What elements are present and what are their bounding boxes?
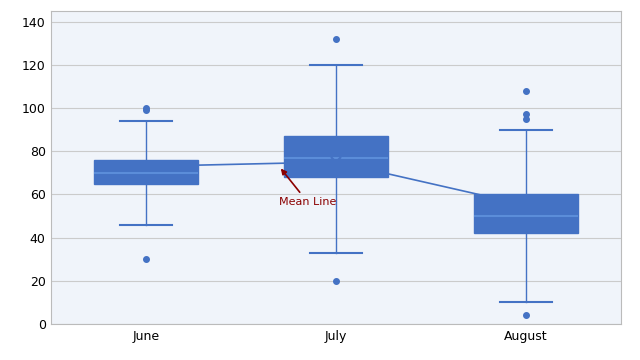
Text: Mean Line: Mean Line — [279, 170, 337, 207]
PathPatch shape — [474, 194, 578, 233]
PathPatch shape — [284, 136, 388, 177]
PathPatch shape — [94, 160, 198, 184]
